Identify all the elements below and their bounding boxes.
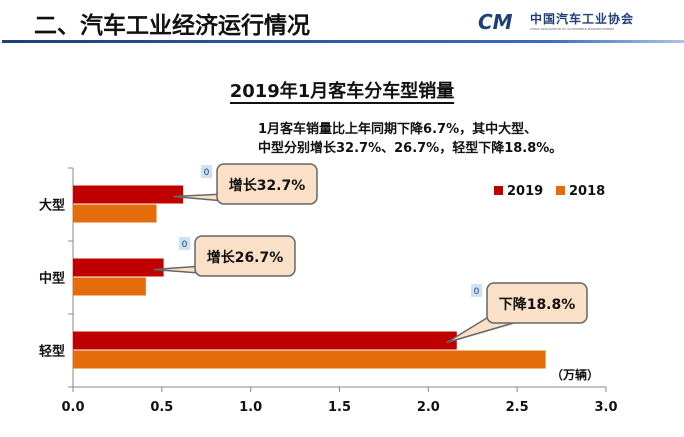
x-tick-label: 3.0: [594, 400, 617, 415]
callout-text: 下降18.8%: [499, 296, 576, 313]
category-label: 大型: [39, 198, 65, 214]
x-tick-label: 0.0: [61, 400, 84, 415]
zero-label-bg: [201, 165, 212, 178]
logo-text: 中国汽车工业协会: [530, 12, 635, 26]
legend-swatch-2018: [556, 186, 565, 195]
zero-label-bg: [179, 237, 190, 250]
logo-mark: CM: [478, 10, 513, 34]
legend-label: 2018: [569, 184, 605, 199]
callout-text: 增长26.7%: [207, 249, 284, 266]
logo-subtext: CHINA ASSOCIATION OF AUTOMOBILE MANUFACT…: [530, 27, 615, 31]
zero-label: 0: [474, 287, 480, 297]
x-tick-label: 1.0: [239, 400, 262, 415]
annotation-line: 中型分别增长32.7%、26.7%，轻型下降18.8%。: [258, 141, 563, 156]
x-tick-label: 0.5: [150, 400, 173, 415]
zero-label: 0: [182, 240, 188, 250]
slide-title: 二、汽车工业经济运行情况: [34, 13, 310, 39]
bar-2018: [73, 277, 146, 296]
caam-logo: CM 中国汽车工业协会 CHINA ASSOCIATION OF AUTOMOB…: [478, 10, 678, 36]
x-tick-label: 2.0: [417, 400, 440, 415]
header-divider: [2, 40, 684, 43]
callout-box: [216, 163, 318, 205]
chart-title: 2019年1月客车分车型销量: [229, 81, 455, 104]
bar-2018: [73, 204, 157, 223]
x-tick-label: 2.5: [506, 400, 529, 415]
bar-2018: [73, 350, 546, 369]
legend-swatch-2019: [494, 186, 503, 195]
zero-label-bg: [471, 284, 482, 297]
callout-box: [194, 235, 296, 277]
unit-label: （万辆）: [551, 367, 599, 382]
bar-2019: [73, 331, 457, 350]
category-label: 轻型: [39, 344, 65, 360]
legend-label: 2019: [507, 184, 543, 199]
callout-box: [486, 282, 588, 324]
category-label: 中型: [39, 271, 65, 287]
x-tick-label: 1.5: [328, 400, 351, 415]
annotation-line: 1月客车销量比上年同期下降6.7%，其中大型、: [258, 122, 538, 137]
bar-2019: [73, 185, 184, 204]
chart-annotation: 1月客车销量比上年同期下降6.7%，其中大型、 中型分别增长32.7%、26.7…: [258, 120, 562, 158]
callout-text: 增长32.7%: [229, 177, 306, 194]
bar-2019: [73, 258, 164, 277]
zero-label: 0: [204, 168, 210, 178]
